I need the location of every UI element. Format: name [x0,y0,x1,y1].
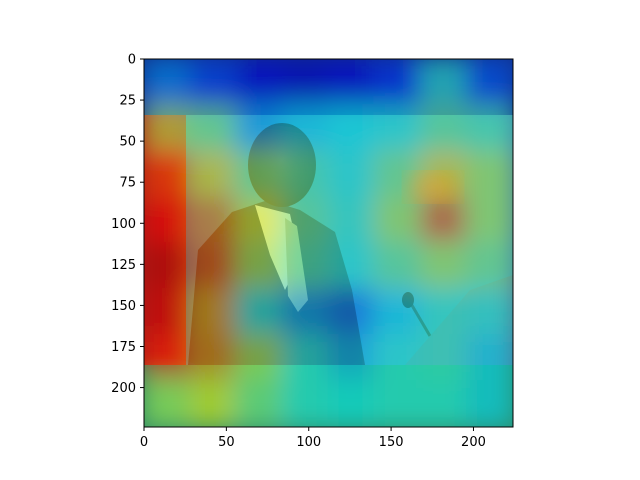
x-tick-label: 50 [218,435,235,450]
heatmap-cell [235,196,284,244]
heatmap-cell [419,380,468,427]
y-tick-label: 75 [119,176,136,191]
heatmap-cell [235,150,284,198]
heatmap-cell [419,288,468,336]
heatmap-cell [281,196,330,244]
heatmap-cell [373,380,422,427]
x-tick-label: 200 [461,435,486,450]
heatmap-cell [373,288,422,336]
heatmap-cell [419,104,468,152]
heatmap-cell [373,242,422,290]
heatmap-cell [189,380,238,427]
heatmap-cell [281,150,330,198]
heatmap-cell [327,380,376,427]
x-axis: 0 50 100 150 200 [140,427,486,450]
heatmap-cell [235,242,284,290]
heatmap-cell [465,380,513,427]
heatmap-cell [465,104,513,152]
heatmap-cell [419,334,468,382]
heatmap-cell [144,242,192,290]
heatmap-cell [189,150,238,198]
heatmap-cell [281,59,330,106]
heatmap-cell [327,104,376,152]
heatmap-cell [281,104,330,152]
y-tick-label: 200 [111,381,136,396]
heatmap-cell [465,288,513,336]
heatmap-cell [144,288,192,336]
heatmap-cell [235,380,284,427]
heatmap-cell [327,334,376,382]
heatmap-overlay [144,59,513,427]
heatmap-cell [189,104,238,152]
heatmap-cell [235,104,284,152]
heatmap-cell [419,242,468,290]
heatmap-cell [465,150,513,198]
heatmap-cell [189,59,238,106]
heatmap-cell [465,242,513,290]
plot-area [144,59,513,427]
heatmap-cell [465,59,513,106]
x-tick-label: 0 [140,435,148,450]
heatmap-cell [144,150,192,198]
y-tick-label: 150 [111,299,136,314]
y-tick-label: 125 [111,258,136,273]
heatmap-cell [327,242,376,290]
heatmap-cell [465,196,513,244]
heatmap-cell [373,59,422,106]
heatmap-cell [373,196,422,244]
y-tick-label: 100 [111,217,136,232]
heatmap-cell [281,334,330,382]
heatmap-cell [281,242,330,290]
heatmap-cell [419,196,468,244]
y-tick-label: 0 [128,53,136,68]
heatmap-cell [189,334,238,382]
heatmap-cell [419,59,468,106]
heatmap-cell [373,334,422,382]
heatmap-cell [144,104,192,152]
heatmap-cell [281,288,330,336]
heatmap-cell [189,288,238,336]
heatmap-cell [189,242,238,290]
axes-frame [143,58,514,428]
heatmap-cell [235,334,284,382]
heatmap-cell [144,334,192,382]
heatmap-cell [189,196,238,244]
heatmap-cell [327,288,376,336]
heatmap-cell [144,380,192,427]
y-tick-label: 25 [119,94,136,109]
heatmap-cell [281,380,330,427]
heatmap-cell [327,150,376,198]
heatmap-cell [235,288,284,336]
y-tick-label: 175 [111,340,136,355]
hotspot [407,173,459,201]
heatmap-cell [144,59,192,106]
heatmap-cell [327,59,376,106]
y-tick-label: 50 [119,135,136,150]
x-tick-label: 150 [379,435,404,450]
heatmap-cell [144,196,192,244]
heatmap-cell [327,196,376,244]
heatmap-cell [373,104,422,152]
heatmap-cell [465,334,513,382]
x-tick-label: 100 [296,435,321,450]
heatmap-cell [235,59,284,106]
y-axis: 0 25 50 75 100 125 150 175 200 [111,53,144,396]
